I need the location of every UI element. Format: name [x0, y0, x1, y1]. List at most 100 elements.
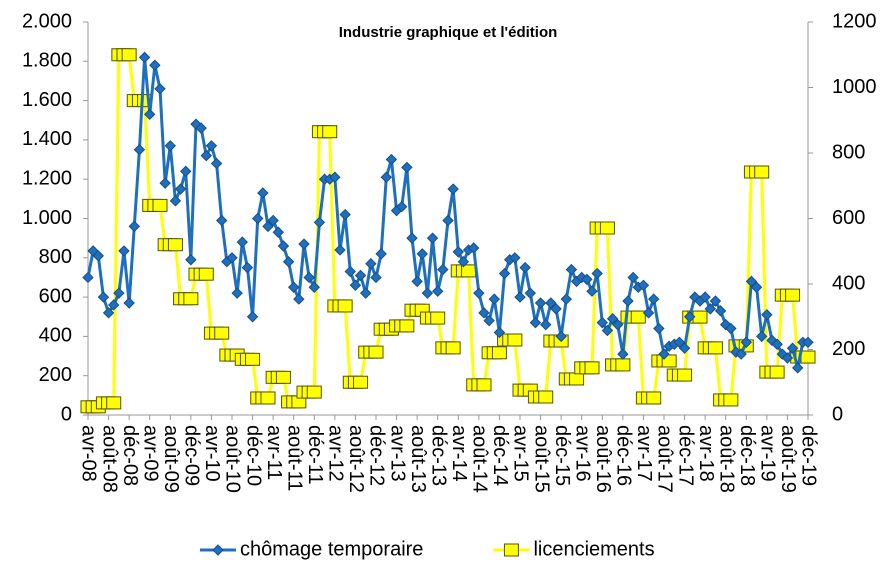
marker: [313, 216, 326, 229]
marker: [152, 198, 168, 212]
marker: [677, 368, 693, 382]
marker: [154, 83, 166, 95]
marker: [514, 291, 526, 303]
marker: [565, 263, 578, 276]
y2-tick-label: 1000: [832, 76, 877, 98]
marker: [723, 393, 739, 407]
y2-tick-label: 200: [832, 338, 865, 360]
marker: [555, 330, 567, 343]
marker: [334, 244, 346, 256]
marker: [488, 293, 500, 305]
marker: [642, 307, 655, 319]
marker: [159, 177, 171, 189]
y2-tick-label: 0: [832, 403, 843, 425]
marker: [322, 125, 338, 139]
marker: [709, 295, 722, 307]
x-tick-label: avr-18: [695, 425, 717, 482]
marker: [354, 269, 367, 282]
marker: [252, 212, 264, 225]
marker: [627, 271, 639, 284]
marker: [339, 208, 351, 221]
x-tick-label: août-13: [407, 425, 429, 493]
y-tick-label: 1.000: [22, 207, 72, 229]
x-tick-label: déc-17: [674, 425, 696, 486]
x-tick-label: avr-17: [633, 425, 655, 482]
marker: [473, 287, 485, 299]
marker: [121, 48, 137, 62]
y-tick-label: 400: [39, 325, 72, 347]
marker: [226, 252, 238, 264]
marker: [183, 292, 199, 306]
marker: [524, 287, 536, 299]
y-tick-label: 0: [61, 403, 72, 425]
marker: [337, 299, 353, 313]
y-tick-label: 1.200: [22, 167, 72, 189]
marker: [102, 307, 115, 319]
marker: [637, 279, 650, 292]
marker: [630, 310, 646, 324]
marker: [282, 256, 295, 268]
marker: [704, 303, 716, 315]
x-tick-label: août-19: [777, 425, 799, 493]
marker: [329, 171, 341, 183]
marker: [303, 271, 315, 284]
marker: [241, 261, 254, 274]
marker: [205, 140, 218, 152]
marker: [599, 221, 615, 235]
marker: [195, 122, 207, 134]
marker: [684, 311, 696, 323]
x-tick-label: déc-12: [366, 425, 388, 486]
marker: [167, 238, 183, 252]
y-tick-label: 1.600: [22, 89, 72, 111]
chart-title: Industrie graphique et l'édition: [339, 24, 558, 41]
marker: [503, 543, 519, 557]
x-tick-label: déc-18: [736, 425, 758, 486]
marker: [267, 214, 279, 227]
marker: [106, 396, 122, 410]
marker: [754, 165, 770, 179]
x-tick-label: août-17: [654, 425, 676, 493]
marker: [385, 153, 398, 166]
marker: [421, 287, 434, 299]
y2-tick-label: 400: [832, 272, 865, 294]
x-tick-label: août-09: [160, 425, 182, 493]
marker: [293, 293, 305, 305]
marker: [447, 183, 459, 195]
y-tick-label: 200: [39, 364, 72, 386]
marker: [123, 297, 135, 309]
marker: [399, 319, 415, 333]
marker: [792, 362, 804, 374]
marker: [426, 232, 439, 244]
marker: [457, 256, 470, 268]
y2-tick-label: 1200: [832, 10, 877, 32]
x-tick-label: août-14: [469, 425, 491, 493]
x-tick-label: avr-08: [78, 425, 100, 482]
marker: [507, 333, 523, 347]
marker: [200, 149, 212, 162]
marker: [617, 348, 629, 360]
marker: [615, 358, 631, 372]
marker: [802, 336, 814, 349]
marker: [591, 267, 603, 280]
marker: [545, 297, 557, 309]
marker: [673, 336, 686, 349]
marker: [133, 144, 146, 156]
marker: [245, 352, 261, 366]
marker: [540, 318, 552, 331]
marker: [781, 352, 794, 364]
x-tick-label: août-11: [283, 425, 305, 491]
marker: [437, 263, 449, 276]
marker: [370, 271, 382, 284]
marker: [138, 51, 151, 64]
marker: [452, 246, 464, 258]
marker: [735, 348, 747, 360]
marker: [365, 257, 377, 270]
marker: [416, 248, 428, 260]
marker: [430, 311, 446, 325]
marker: [246, 311, 259, 323]
marker: [658, 348, 670, 360]
marker: [776, 348, 788, 360]
marker: [82, 271, 94, 284]
marker: [509, 252, 521, 264]
